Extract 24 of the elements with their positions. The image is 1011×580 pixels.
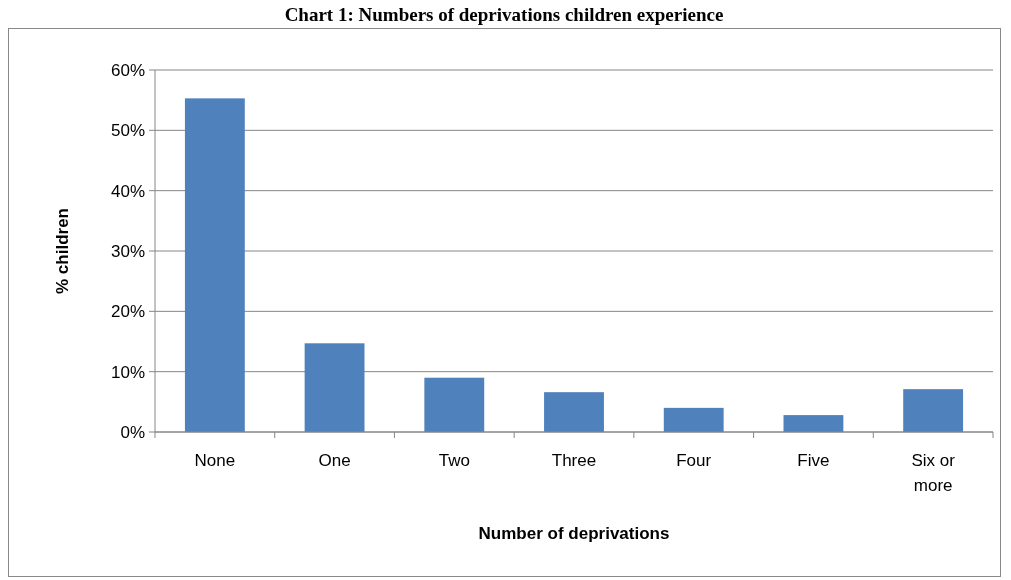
x-tick-label: One [318,451,351,470]
y-tick-label: 50% [110,121,145,141]
y-tick-label: 20% [110,302,145,322]
x-tick-label: Four [676,451,712,470]
bar [544,392,604,432]
bar [304,343,365,432]
bar [184,98,245,432]
y-tick-label: 0% [120,422,145,442]
x-tick-label: None [194,451,236,470]
y-axis-title: % children [53,208,72,294]
chart-title: Chart 1: Numbers of deprivations children experience [284,4,724,25]
x-tick-label: Six or more [911,451,956,495]
bar [663,407,724,432]
x-tick-label: Five [797,451,830,470]
x-axis-title: Number of deprivations [478,524,670,543]
y-tick-label: 40% [110,181,145,201]
x-tick-label: Two [438,451,470,470]
y-tick-label: 10% [110,362,145,382]
bar [783,415,844,432]
bar [903,389,964,432]
y-tick-label: 30% [110,241,145,261]
y-tick-label: 60% [110,60,145,80]
x-tick-label: Three [551,451,597,470]
bar [424,377,485,432]
